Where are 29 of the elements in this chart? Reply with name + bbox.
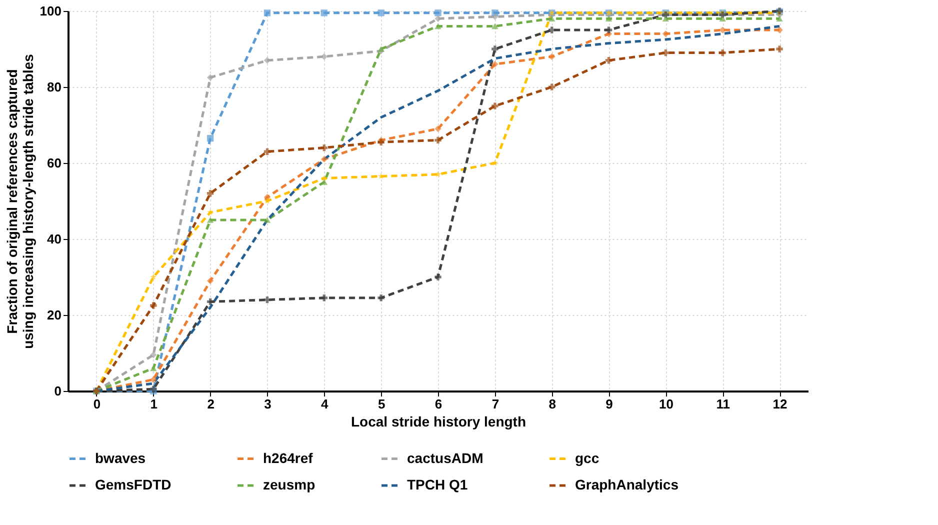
x-tick-label: 2 [207, 396, 214, 412]
x-tick-label: 7 [492, 396, 500, 412]
x-axis-title: Local stride history length [350, 414, 526, 430]
y-tick-label: 60 [47, 156, 62, 170]
legend-label: bwaves [95, 450, 146, 466]
x-tick-label: 5 [378, 396, 386, 412]
x-tick-label: 0 [93, 396, 101, 412]
x-tick-label: 12 [772, 396, 788, 412]
y-tick-label: 100 [40, 4, 62, 18]
y-tick-label: 0 [54, 384, 62, 398]
legend-label: TPCH Q1 [407, 476, 468, 492]
x-tick-label: 4 [321, 396, 330, 412]
y-axis-title: Fraction of original references captured using increasing history-length stride tables [4, 54, 36, 349]
x-tick-label: 1 [150, 396, 158, 412]
legend-label: GraphAnalytics [575, 476, 679, 492]
legend-label: cactusADM [407, 450, 484, 466]
x-tick-label: 3 [264, 396, 272, 412]
y-tick-label: 80 [47, 80, 62, 94]
legend-label: zeusmp [263, 476, 316, 492]
x-tick-label: 11 [716, 396, 730, 412]
legend-label: GemsFDTD [95, 476, 172, 492]
y-tick-label: 40 [47, 232, 62, 246]
legend-label: gcc [575, 450, 600, 466]
legend-label: h264ref [263, 450, 314, 466]
x-tick-label: 10 [658, 396, 674, 412]
x-tick-label: 9 [606, 396, 613, 412]
x-tick-label: 8 [548, 396, 556, 412]
y-tick-label: 20 [47, 308, 62, 322]
x-tick-label: 6 [434, 396, 442, 412]
